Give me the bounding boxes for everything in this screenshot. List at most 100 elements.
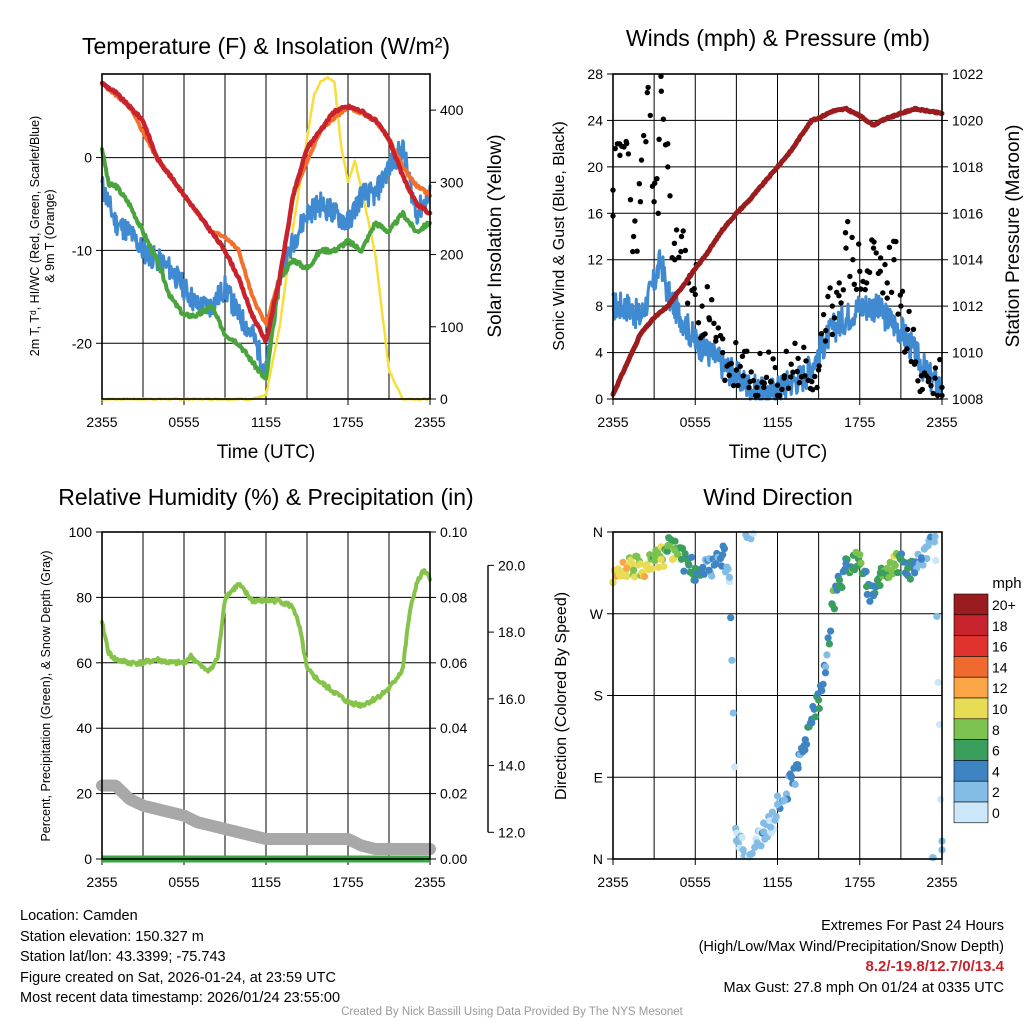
gust-point: [829, 331, 835, 338]
gust-point: [851, 281, 857, 287]
direction-point: [808, 719, 816, 727]
legend-label: 14: [992, 659, 1008, 675]
x-tick-label: 1155: [251, 414, 281, 430]
info-location: Location: Camden: [20, 908, 138, 924]
gust-point: [930, 390, 936, 397]
extremes-gust: Max Gust: 27.8 mph On 01/24 at 0335 UTC: [723, 979, 1004, 996]
legend-swatch: [953, 739, 989, 761]
x-tick-label: 2355: [926, 414, 957, 430]
rh-line: [100, 568, 432, 709]
right-tick-label: 300: [440, 174, 464, 190]
x-tick-label: 1755: [332, 414, 363, 430]
gust-point: [632, 218, 638, 224]
legend-swatch: [953, 760, 989, 782]
gust-point: [682, 247, 689, 254]
gust-point: [862, 286, 868, 293]
direction-point: [651, 557, 659, 565]
y-tick-label: 4: [595, 345, 603, 361]
gust-point: [755, 392, 761, 399]
direction-point: [824, 634, 832, 642]
direction-point: [906, 575, 915, 583]
info-recent: Most recent data timestamp: 2026/01/24 2…: [20, 990, 341, 1006]
direction-point: [738, 834, 746, 842]
gust-point: [634, 248, 640, 254]
rh-ylabel-left: Percent, Precipitation (Green), & Snow D…: [39, 550, 53, 841]
direction-point: [932, 556, 940, 565]
gust-point: [715, 325, 721, 331]
direction-point: [876, 581, 884, 590]
direction-point: [822, 663, 830, 671]
gust-point: [665, 164, 671, 170]
gust-point: [863, 280, 870, 286]
temp-ylabel-line2: & 9m T (Orange): [43, 189, 57, 282]
direction-point: [815, 696, 823, 704]
legend-label: 18: [992, 618, 1008, 634]
gust-point: [678, 233, 685, 240]
info-created: Figure created on Sat, 2026-01-24, at 23…: [20, 969, 336, 986]
gust-point: [624, 140, 630, 147]
direction-point: [691, 564, 699, 572]
gust-point: [906, 308, 912, 315]
gust-point: [713, 338, 719, 344]
gust-point: [915, 378, 921, 384]
gust-point: [871, 239, 877, 245]
legend-label: 4: [992, 763, 1000, 779]
gust-point: [777, 392, 783, 399]
direction-point: [708, 572, 716, 580]
gust-point: [772, 364, 778, 371]
gust-point: [802, 373, 808, 379]
gust-point: [904, 346, 910, 352]
gust-point: [733, 339, 739, 346]
legend-label: 10: [992, 701, 1008, 717]
direction-point: [897, 550, 906, 558]
direction-point: [705, 566, 713, 574]
direction-point: [917, 555, 926, 563]
gust-point: [882, 261, 888, 268]
direction-point: [890, 560, 898, 568]
legend-swatch: [953, 593, 989, 616]
gust-point: [785, 385, 792, 391]
gust-point: [763, 374, 770, 380]
direction-point: [863, 590, 871, 599]
direction-point: [863, 582, 871, 591]
direction-point: [911, 569, 919, 577]
gust-point: [641, 132, 647, 139]
y-tick-label: E: [594, 769, 603, 785]
speed-legend: 20+ 18 16 14 12 10 8 6 4 2 0: [953, 593, 1016, 824]
gust-point: [726, 361, 733, 367]
gust-point: [754, 384, 760, 391]
gust-point: [770, 356, 776, 362]
gust-point: [795, 355, 801, 362]
y-tick-label: 80: [76, 589, 92, 605]
direction-point: [641, 572, 649, 581]
y-tick-label: 16: [587, 205, 603, 221]
gust-point: [747, 378, 753, 385]
gust-point: [645, 84, 651, 91]
x-tick-label: 2355: [926, 874, 957, 890]
y-tick-label: 12: [587, 252, 603, 268]
direction-point: [698, 569, 706, 577]
right-tick-label: 1014: [952, 252, 983, 268]
gust-point: [671, 240, 678, 246]
direction-point: [923, 555, 931, 563]
gust-point: [761, 380, 767, 386]
right-tick-label: 100: [440, 319, 464, 335]
gust-point: [673, 227, 680, 233]
gust-point: [726, 372, 732, 378]
gust-point: [766, 349, 772, 355]
gust-point: [630, 248, 636, 255]
direction-point: [780, 796, 789, 804]
wind-title: Winds (mph) & Pressure (mb): [626, 25, 930, 51]
gust-point: [850, 257, 856, 263]
gust-point: [737, 363, 743, 370]
y-tick-label: 0: [84, 150, 92, 166]
extremes-title: Extremes For Past 24 Hours: [821, 918, 1004, 934]
gust-point: [928, 383, 934, 389]
gust-point: [842, 230, 849, 236]
y-tick-label: 8: [595, 298, 603, 314]
direction-point: [725, 573, 734, 582]
right-tick-label: 0.06: [440, 655, 467, 671]
x-tick-label: 1155: [251, 874, 281, 890]
direction-point: [680, 567, 688, 575]
gust-point: [788, 361, 794, 367]
